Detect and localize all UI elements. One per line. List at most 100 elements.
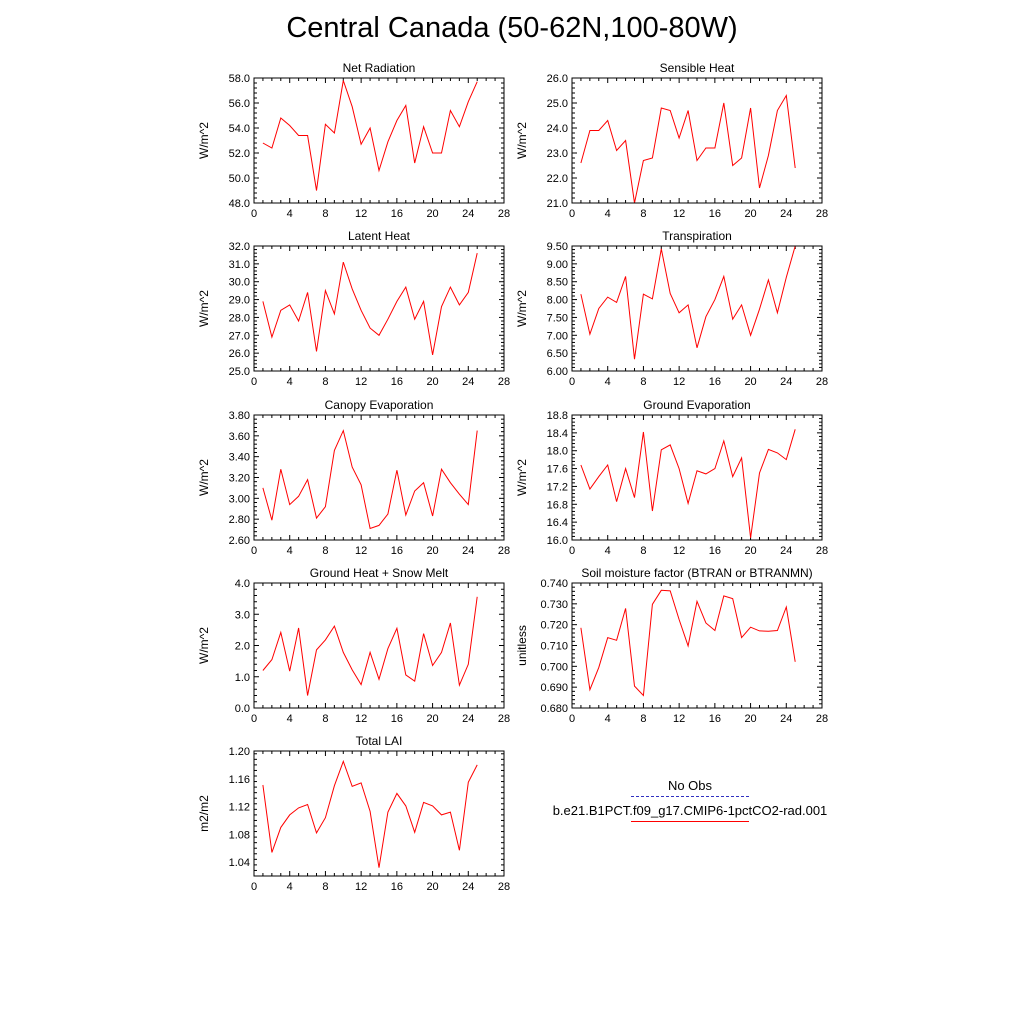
y-tick-label: 1.12 <box>229 802 250 814</box>
series-line <box>262 252 478 355</box>
panel-title: Sensible Heat <box>660 61 735 75</box>
y-tick-label: 7.50 <box>547 312 568 324</box>
x-tick-label: 12 <box>355 376 367 388</box>
x-tick-label: 8 <box>640 713 646 725</box>
x-tick-label: 8 <box>322 545 328 557</box>
panel-title: Canopy Evaporation <box>325 398 434 412</box>
y-tick-label: 1.20 <box>229 746 250 758</box>
x-tick-label: 16 <box>709 208 721 220</box>
chart-panel-4: Transpiration W/m^2 0 4 8 12 16 20 24 28 6.00 6.50 7… <box>515 229 828 388</box>
x-tick-label: 20 <box>426 713 438 725</box>
y-tick-label: 0.710 <box>540 641 568 653</box>
x-tick-label: 24 <box>462 881 474 893</box>
series-line <box>580 245 796 360</box>
y-tick-label: 3.40 <box>229 452 250 464</box>
x-tick-label: 12 <box>355 545 367 557</box>
x-tick-label: 16 <box>391 881 403 893</box>
y-tick-label: 22.0 <box>547 173 568 185</box>
x-tick-label: 16 <box>709 376 721 388</box>
x-tick-label: 20 <box>426 545 438 557</box>
y-tick-label: 17.6 <box>547 464 568 476</box>
legend-model-label: b.e21.B1PCT.f09_g17.CMIP6-1pctCO2-rad.00… <box>552 803 828 818</box>
x-tick-label: 28 <box>498 208 510 220</box>
x-tick-label: 12 <box>355 208 367 220</box>
chart-panel-2: Sensible Heat W/m^2 0 4 8 12 16 20 24 28 21.0 22.0 2… <box>515 61 828 220</box>
x-tick-label: 16 <box>391 713 403 725</box>
series-line <box>262 80 478 191</box>
y-tick-label: 52.0 <box>229 148 250 160</box>
y-tick-label: 0.680 <box>540 703 568 715</box>
y-tick-label: 6.50 <box>547 348 568 360</box>
y-tick-label: 9.50 <box>547 241 568 253</box>
y-tick-label: 25.0 <box>547 98 568 110</box>
panel-title: Total LAI <box>356 734 403 748</box>
y-tick-label: 18.8 <box>547 410 568 422</box>
x-tick-label: 20 <box>744 208 756 220</box>
y-tick-label: 7.00 <box>547 330 568 342</box>
x-tick-label: 28 <box>816 208 828 220</box>
x-tick-label: 4 <box>605 376 611 388</box>
plot-frame <box>571 582 823 709</box>
legend: No Obs b.e21.B1PCT.f09_g17.CMIP6-1pctCO2… <box>520 778 860 822</box>
y-tick-label: 29.0 <box>229 295 250 307</box>
series-line <box>262 759 478 868</box>
y-tick-label: 0.700 <box>540 661 568 673</box>
y-tick-label: 28.0 <box>229 312 250 324</box>
y-axis-label: unitless <box>515 625 529 666</box>
x-tick-label: 4 <box>605 208 611 220</box>
x-tick-label: 12 <box>355 713 367 725</box>
x-tick-label: 20 <box>426 376 438 388</box>
x-tick-label: 20 <box>744 713 756 725</box>
y-tick-label: 0.730 <box>540 599 568 611</box>
y-tick-label: 58.0 <box>229 73 250 85</box>
plot-frame <box>253 414 505 541</box>
x-tick-label: 8 <box>640 545 646 557</box>
chart-panel-5: Canopy Evaporation W/m^2 0 4 8 12 16 20 24 28 2.60… <box>197 398 510 557</box>
y-tick-label: 2.0 <box>235 641 250 653</box>
x-tick-label: 16 <box>709 713 721 725</box>
series-line <box>580 589 796 697</box>
y-tick-label: 56.0 <box>229 98 250 110</box>
x-tick-label: 12 <box>673 208 685 220</box>
x-tick-label: 4 <box>287 376 293 388</box>
x-tick-label: 20 <box>744 545 756 557</box>
x-tick-label: 28 <box>498 376 510 388</box>
x-tick-label: 16 <box>391 376 403 388</box>
y-tick-label: 18.4 <box>547 428 568 440</box>
x-tick-label: 24 <box>780 545 792 557</box>
x-tick-label: 0 <box>251 545 257 557</box>
x-tick-label: 4 <box>287 208 293 220</box>
panel-title: Transpiration <box>662 229 732 243</box>
y-tick-label: 54.0 <box>229 123 250 135</box>
y-tick-label: 0.740 <box>540 578 568 590</box>
x-tick-label: 8 <box>322 376 328 388</box>
plot-frame <box>253 77 505 204</box>
y-tick-label: 16.8 <box>547 499 568 511</box>
plot-frame <box>571 245 823 372</box>
x-tick-label: 28 <box>816 545 828 557</box>
x-tick-label: 0 <box>569 545 575 557</box>
y-axis-label: m2/m2 <box>197 795 211 832</box>
x-tick-label: 24 <box>462 208 474 220</box>
y-tick-label: 1.0 <box>235 672 250 684</box>
chart-panel-3: Latent Heat W/m^2 0 4 8 12 16 20 24 28 25.0 26.0 27.… <box>197 229 510 388</box>
y-tick-label: 50.0 <box>229 173 250 185</box>
y-tick-label: 16.4 <box>547 517 568 529</box>
plot-frame <box>571 77 823 204</box>
y-tick-label: 30.0 <box>229 277 250 289</box>
series-line <box>580 429 796 538</box>
panel-title: Soil moisture factor (BTRAN or BTRANMN) <box>581 566 812 580</box>
y-tick-label: 32.0 <box>229 241 250 253</box>
y-tick-label: 23.0 <box>547 148 568 160</box>
y-tick-label: 18.0 <box>547 446 568 458</box>
y-tick-label: 48.0 <box>229 198 250 210</box>
series-line <box>580 93 796 204</box>
x-tick-label: 4 <box>287 881 293 893</box>
chart-panel-1: Net Radiation W/m^2 0 4 8 12 16 20 24 28 48.0 50.0 5… <box>197 61 510 220</box>
panel-title: Net Radiation <box>343 61 416 75</box>
y-tick-label: 1.04 <box>229 857 250 869</box>
chart-panel-6: Ground Evaporation W/m^2 0 4 8 12 16 20 24 28 16.0… <box>515 398 828 557</box>
y-tick-label: 8.00 <box>547 295 568 307</box>
x-tick-label: 16 <box>391 545 403 557</box>
plot-frame <box>253 582 505 709</box>
